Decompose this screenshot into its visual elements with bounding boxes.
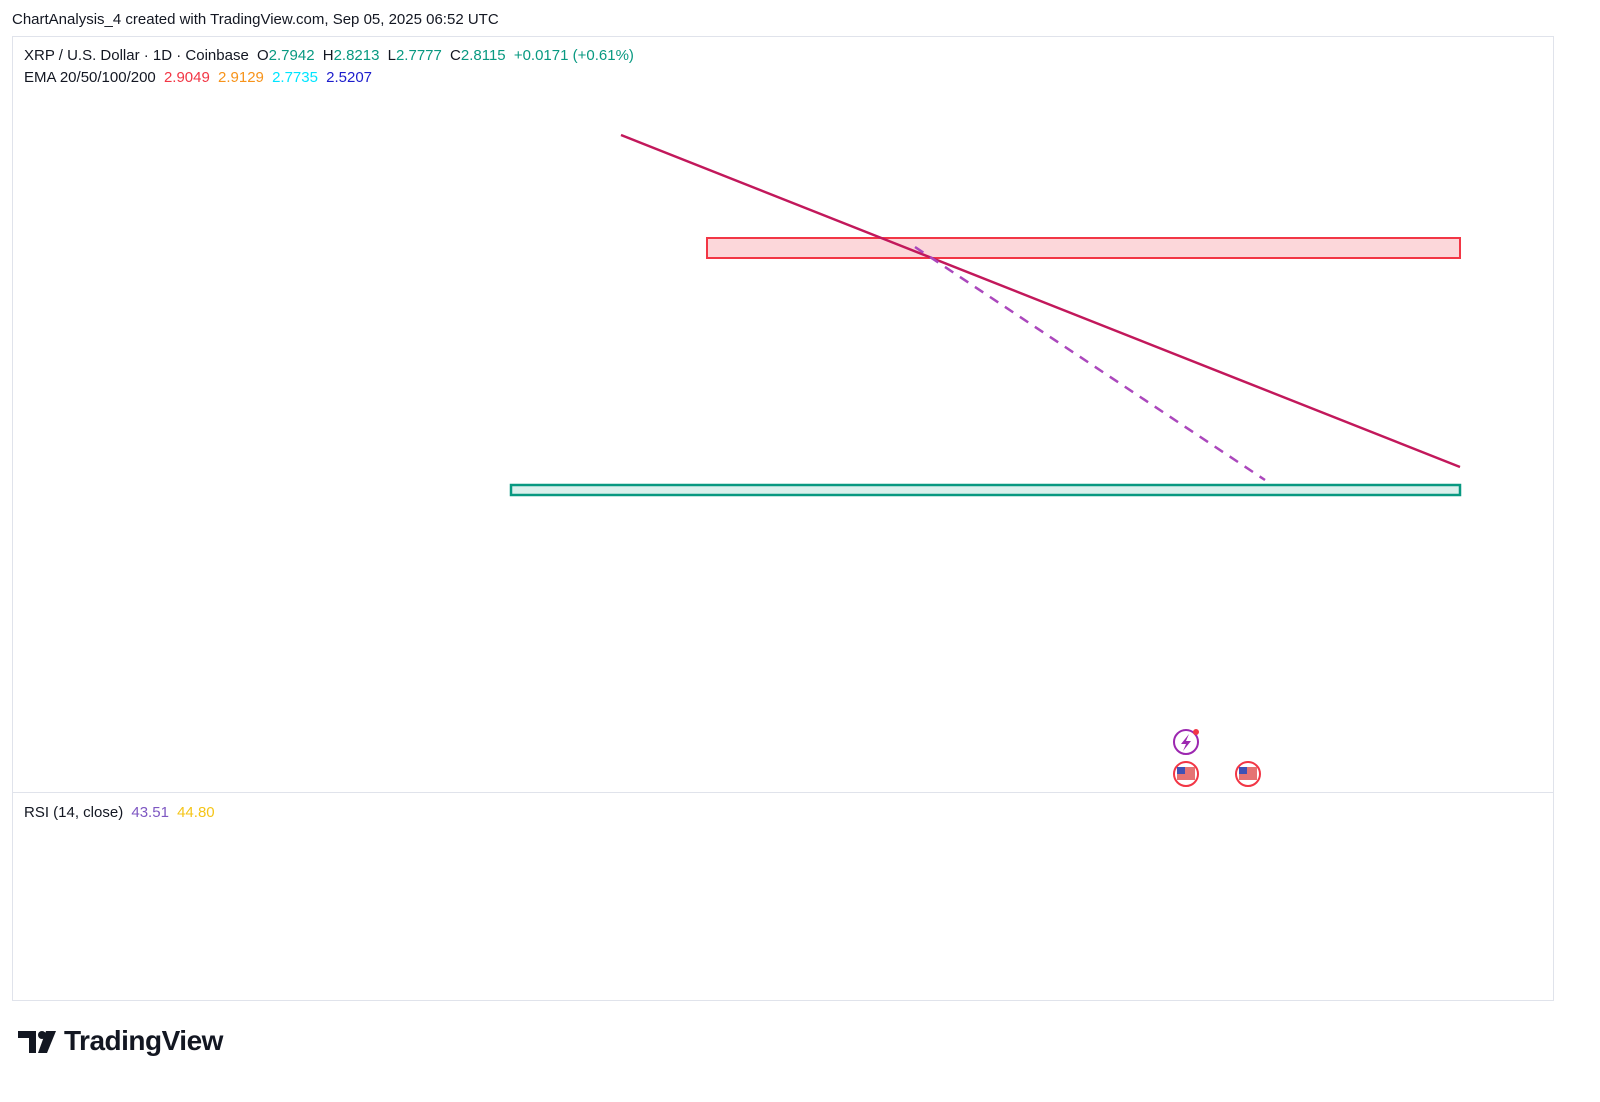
ema-value: 2.7735 [272, 69, 318, 86]
logo-part [18, 1031, 36, 1053]
ohlc-value: 2.8115 [460, 47, 506, 64]
ohlc-value: 2.7777 [395, 47, 442, 64]
flag-canton [1177, 767, 1185, 774]
symbol-title: XRP / U.S. Dollar · 1D · Coinbase [24, 47, 249, 64]
ema-label: EMA 20/50/100/200 [24, 69, 156, 86]
ema-value: 2.9129 [218, 69, 264, 86]
resistance-zone [706, 237, 1461, 259]
price-legend: XRP / U.S. Dollar · 1D · Coinbase O2.794… [24, 47, 638, 64]
rsi-ma-value: 44.80 [177, 804, 215, 821]
ohlc-key: H [322, 47, 334, 64]
ohlc-value: 2.8213 [333, 47, 380, 64]
ohlc-key: C [450, 47, 461, 64]
dashed-trendline [914, 245, 1266, 482]
ohlc-key: O [256, 47, 269, 64]
flag-canton [1239, 767, 1247, 774]
ema-value: 2.9049 [163, 69, 210, 86]
change: +0.0171 (+0.61%) [513, 47, 634, 64]
logo-part [38, 1031, 56, 1053]
trendline [620, 133, 1461, 469]
brand: TradingView [64, 1025, 223, 1056]
rsi-legend: RSI (14, close) 43.51 44.80 [24, 804, 219, 821]
rsi-label: RSI (14, close) [24, 804, 124, 821]
ohlc-value: 2.7942 [268, 47, 315, 64]
event-dot [1193, 729, 1199, 735]
support-zone [509, 483, 1462, 497]
frame [12, 36, 1554, 1001]
ema-legend: EMA 20/50/100/200 2.9049 2.9129 2.7735 2… [24, 69, 376, 86]
attribution: ChartAnalysis_4 created with TradingView… [12, 11, 499, 28]
ema-value: 2.5207 [326, 69, 373, 86]
event-icon-bolt [1181, 734, 1191, 751]
ohlc-key: L [387, 47, 396, 64]
rsi-value: 43.51 [131, 804, 169, 821]
logo-icon [18, 1031, 56, 1053]
